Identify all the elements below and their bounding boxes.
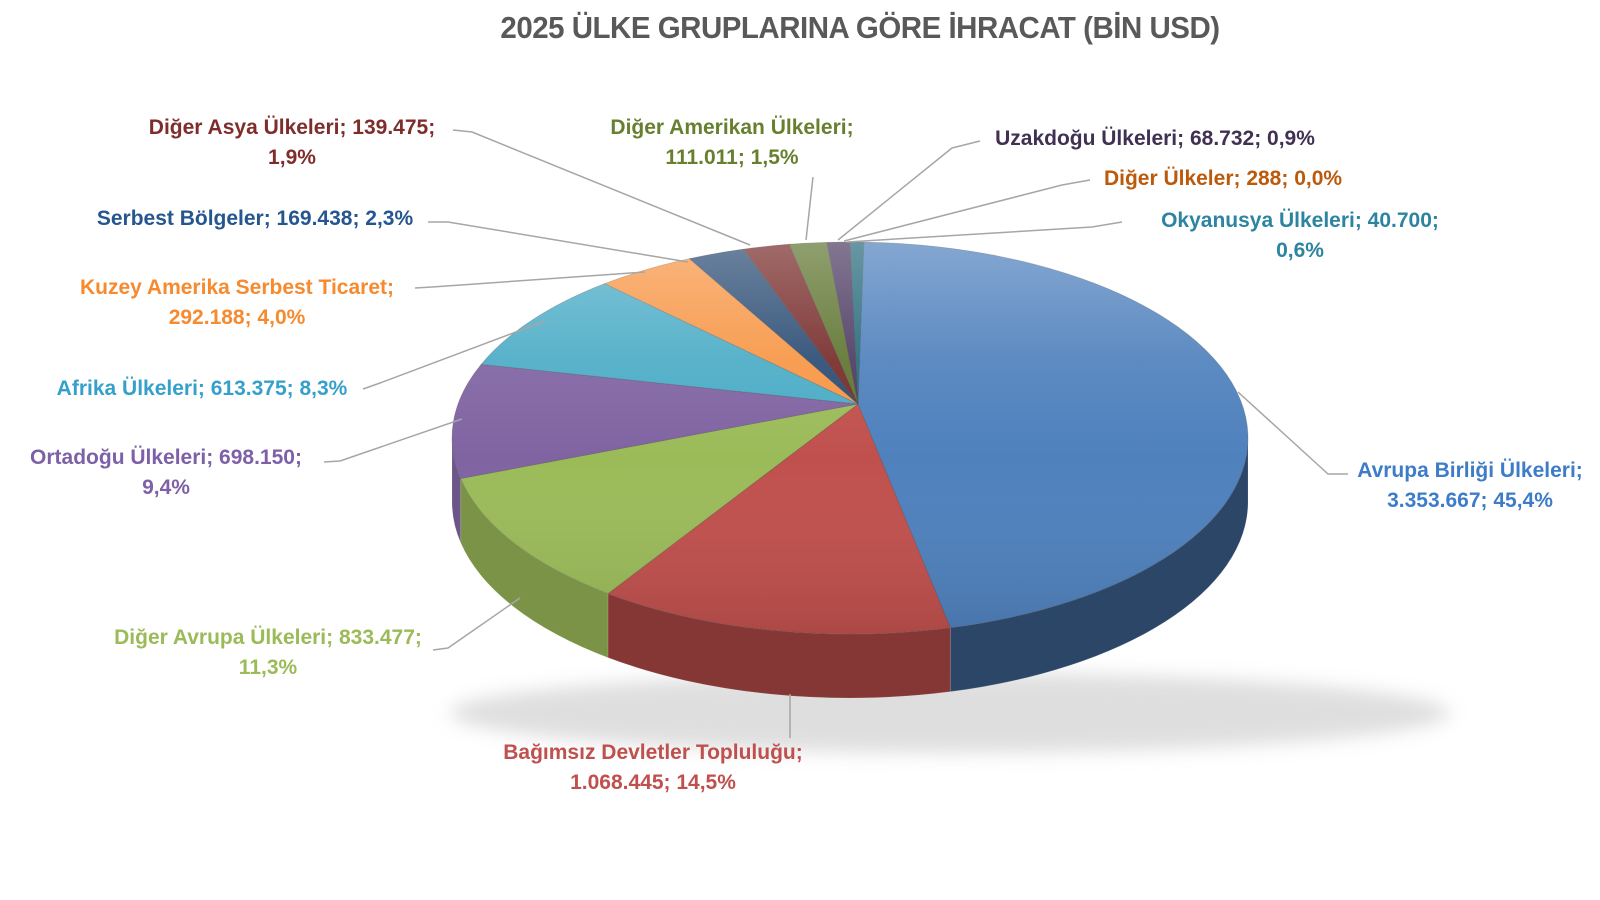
data-label-line: 11,3%: [238, 656, 298, 679]
leader-line-diger-ulkeler: [843, 179, 1091, 242]
leader-line-kuzey-amerika: [414, 271, 646, 289]
data-label-bagimsiz-devletler: Bağımsız Devletler Topluluğu; 1.068.445; …: [503, 738, 802, 798]
data-label-line: Bağımsız Devletler Topluluğu;: [503, 741, 803, 764]
data-label-line: 0,6%: [1276, 239, 1324, 262]
data-label-uzakdogu: Uzakdoğu Ülkeleri; 68.732; 0,9%: [995, 124, 1315, 154]
data-label-okyanusya: Okyanusya Ülkeleri; 40.700; 0,6%: [1161, 206, 1439, 266]
data-label-line: Diğer Avrupa Ülkeleri; 833.477;: [114, 626, 422, 649]
data-label-diger-asya: Diğer Asya Ülkeleri; 139.475; 1,9%: [149, 113, 435, 173]
data-label-diger-avrupa: Diğer Avrupa Ülkeleri; 833.477; 11,3%: [114, 623, 422, 683]
data-label-line: Serbest Bölgeler; 169.438; 2,3%: [96, 207, 414, 230]
leader-line-diger-amerikan: [805, 176, 814, 241]
data-label-line: 1,9%: [268, 146, 316, 169]
leader-line-afrika: [362, 320, 546, 390]
data-label-kuzey-amerika: Kuzey Amerika Serbest Ticaret; 292.188; 4…: [80, 273, 394, 333]
data-label-line: Kuzey Amerika Serbest Ticaret;: [80, 276, 394, 299]
data-label-ortadogu: Ortadoğu Ülkeleri; 698.150; 9,4%: [30, 443, 302, 503]
data-label-line: Diğer Ülkeler; 288; 0,0%: [1103, 167, 1343, 190]
data-label-line: Diğer Amerikan Ülkeleri;: [610, 116, 854, 139]
data-label-line: Okyanusya Ülkeleri; 40.700;: [1161, 209, 1439, 232]
leader-line-diger-asya: [452, 129, 751, 246]
leader-line-avrupa-birligi: [1237, 391, 1348, 475]
leader-line-ortadogu: [323, 418, 463, 463]
data-label-line: Uzakdoğu Ülkeleri; 68.732; 0,9%: [995, 127, 1315, 150]
data-label-serbest-bolgeler: Serbest Bölgeler; 169.438; 2,3%: [97, 204, 413, 234]
pie-shadow: [450, 673, 1450, 753]
data-label-line: 111.011; 1,5%: [665, 146, 799, 169]
leader-line-okyanusya: [846, 221, 1123, 243]
data-label-diger-ulkeler: Diğer Ülkeler; 288; 0,0%: [1104, 164, 1342, 194]
chart-title: 2025 ÜLKE GRUPLARINA GÖRE İHRACAT (BİN U…: [500, 10, 1220, 45]
leader-line-diger-avrupa: [432, 597, 521, 651]
data-label-line: Diğer Asya Ülkeleri; 139.475;: [148, 116, 436, 139]
data-label-line: 1.068.445; 14,5%: [570, 771, 736, 794]
data-label-line: 9,4%: [142, 476, 190, 499]
data-label-line: Afrika Ülkeleri; 613.375; 8,3%: [56, 377, 348, 400]
data-label-line: 3.353.667; 45,4%: [1387, 489, 1553, 512]
leader-line-serbest-bolgeler: [428, 221, 689, 263]
leader-line-uzakdogu: [837, 140, 981, 241]
data-label-line: Avrupa Birliği Ülkeleri;: [1357, 459, 1583, 482]
data-label-afrika: Afrika Ülkeleri; 613.375; 8,3%: [57, 374, 348, 404]
data-label-line: 292.188; 4,0%: [168, 306, 306, 329]
data-label-diger-amerikan: Diğer Amerikan Ülkeleri; 111.011; 1,5%: [610, 113, 853, 173]
data-label-line: Ortadoğu Ülkeleri; 698.150;: [30, 446, 302, 469]
data-label-avrupa-birligi: Avrupa Birliği Ülkeleri; 3.353.667; 45,4%: [1357, 456, 1583, 516]
